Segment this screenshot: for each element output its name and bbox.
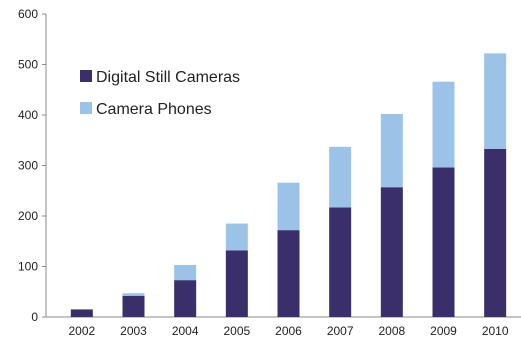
bar-camera-phones-2006 — [277, 182, 300, 231]
bar-digital-still-cameras-2005 — [225, 250, 248, 317]
bar-digital-still-cameras-2008 — [380, 187, 403, 317]
legend-label: Digital Still Cameras — [96, 69, 240, 86]
legend: Digital Still Cameras Camera Phones — [80, 69, 240, 118]
x-tick-label: 2004 — [172, 324, 199, 338]
x-tick-label: 2003 — [120, 324, 147, 338]
bar-digital-still-cameras-2004 — [174, 280, 197, 317]
legend-label: Camera Phones — [96, 101, 212, 118]
x-tick-label: 2010 — [482, 324, 509, 338]
x-tick-label: 2007 — [327, 324, 354, 338]
x-axis: 2002 2003 2004 2005 2006 2007 2008 2009 2010 — [46, 316, 521, 338]
legend-swatch — [80, 70, 92, 82]
bar-digital-still-cameras-2003 — [122, 295, 145, 317]
bar-camera-phones-2005 — [225, 223, 248, 251]
bar-camera-phones-2008 — [380, 113, 403, 188]
x-tick-label: 2009 — [430, 324, 457, 338]
bar-digital-still-cameras-2009 — [432, 167, 455, 317]
y-tick-label: 400 — [18, 108, 38, 122]
y-tick-label: 600 — [18, 7, 38, 21]
y-tick-label: 300 — [18, 159, 38, 173]
bar-digital-still-cameras-2002 — [70, 309, 93, 317]
bar-digital-still-cameras-2007 — [329, 207, 352, 317]
y-tick-label: 200 — [18, 209, 38, 223]
bar-camera-phones-2003 — [122, 293, 145, 296]
x-tick-label: 2008 — [378, 324, 405, 338]
bar-digital-still-cameras-2010 — [484, 148, 507, 317]
bar-camera-phones-2004 — [174, 264, 197, 281]
y-tick-label: 100 — [18, 260, 38, 274]
y-axis: 0 100 200 300 400 500 600 — [18, 7, 47, 324]
x-tick-label: 2002 — [68, 324, 95, 338]
bar-camera-phones-2010 — [484, 53, 507, 149]
legend-swatch — [80, 102, 92, 114]
bar-camera-phones-2009 — [432, 81, 455, 168]
bar-digital-still-cameras-2006 — [277, 230, 300, 317]
y-tick-label: 500 — [18, 58, 38, 72]
x-tick-label: 2005 — [223, 324, 250, 338]
bar-camera-phones-2007 — [329, 146, 352, 208]
y-tick-label: 0 — [31, 310, 38, 324]
x-tick-label: 2006 — [275, 324, 302, 338]
bars — [70, 53, 507, 317]
